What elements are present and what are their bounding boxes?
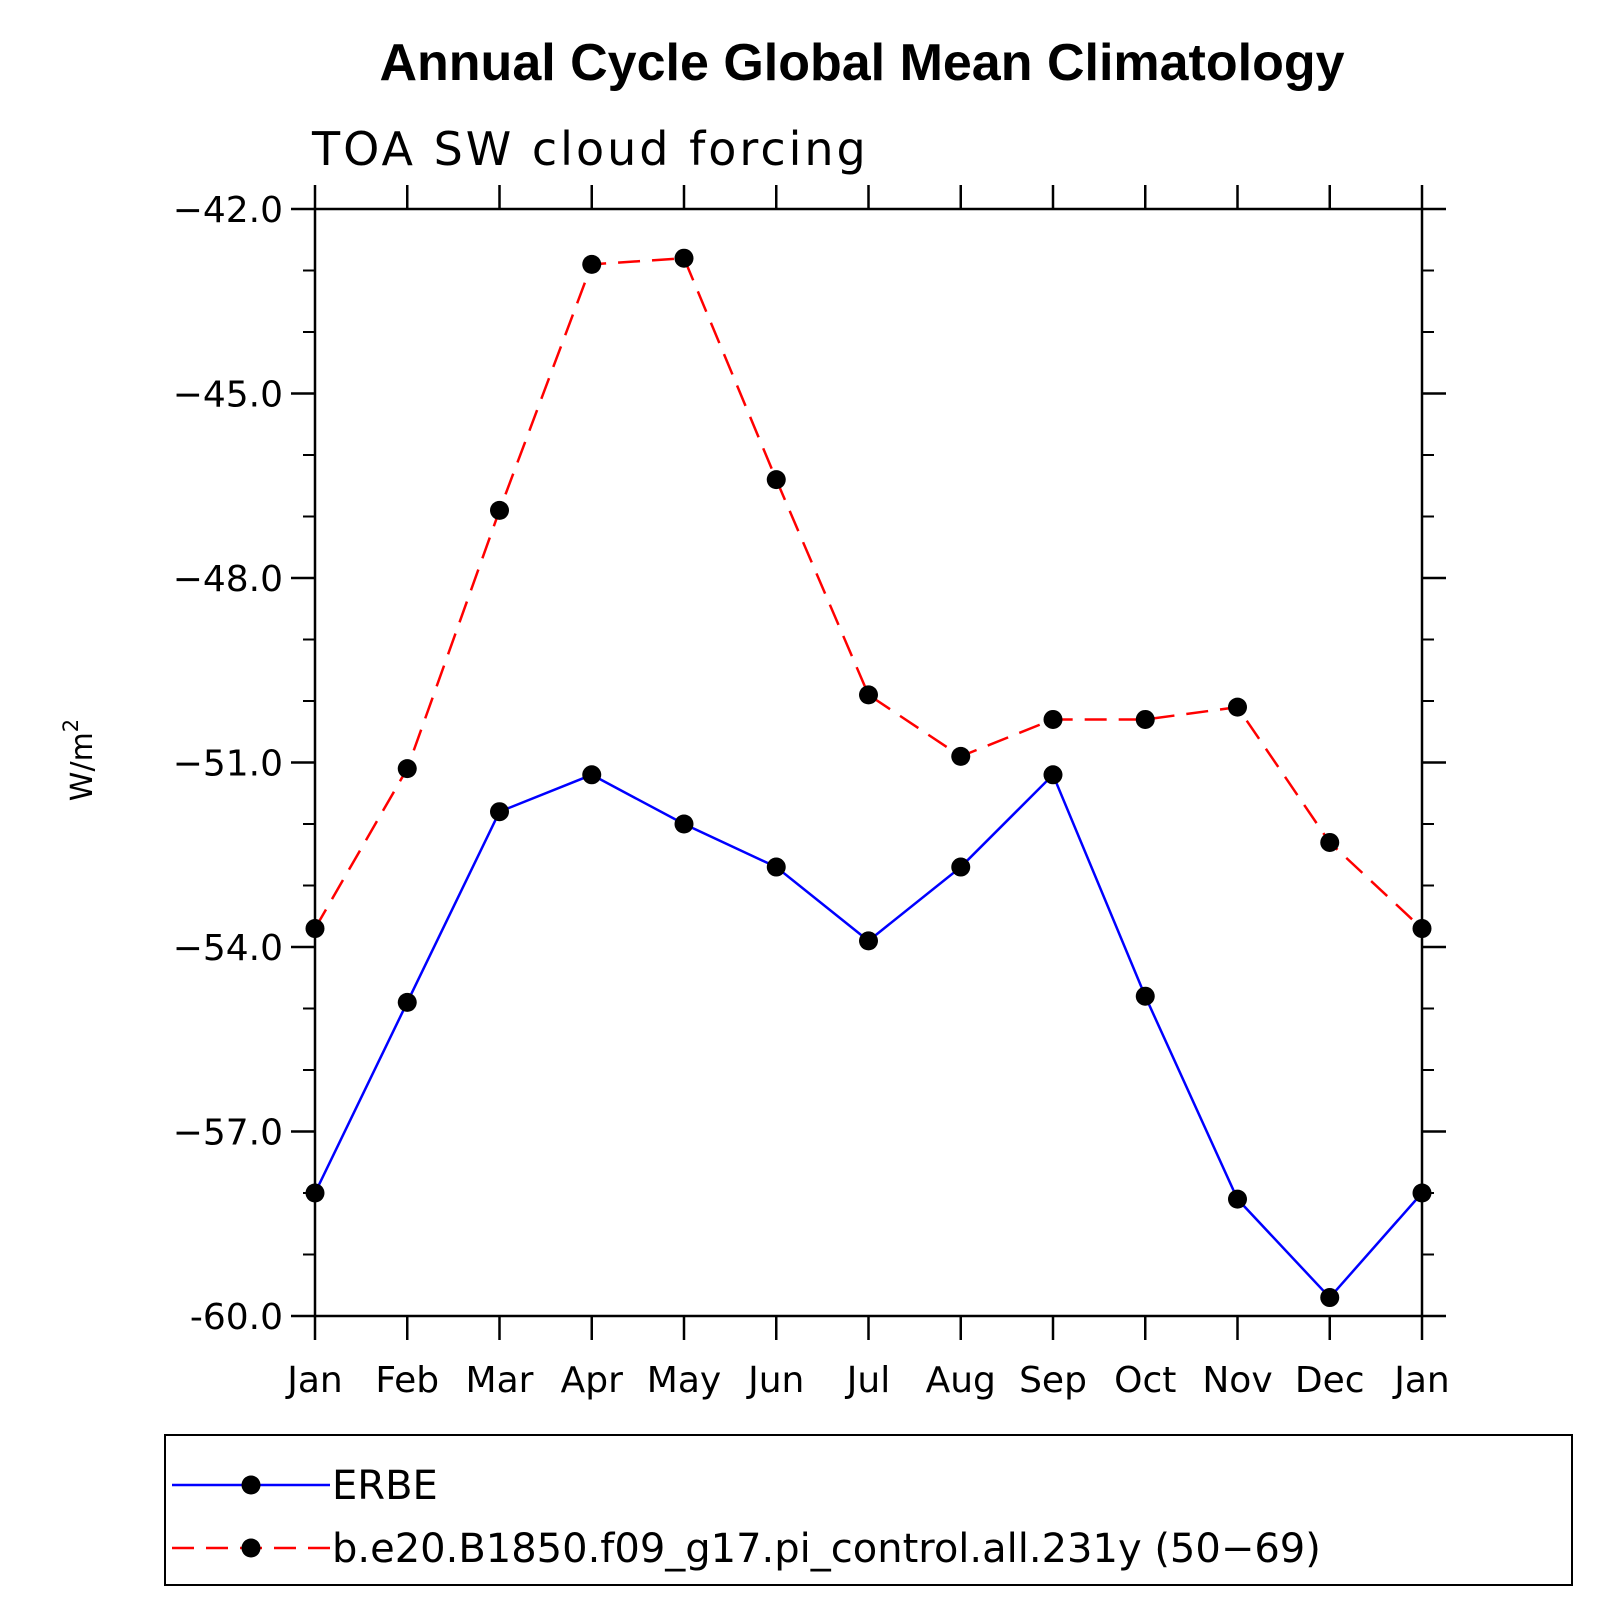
x-tick-label: Nov	[1202, 1360, 1272, 1401]
x-tick-label: Dec	[1295, 1360, 1365, 1401]
series-line	[313, 772, 1423, 1300]
y-axis-label-superscript: 2	[59, 719, 83, 732]
series-1	[305, 765, 1432, 1308]
chart-subtitle: TOA SW cloud forcing	[311, 122, 869, 176]
x-tick-label: Jan	[285, 1360, 343, 1401]
y-tick-label: −42.0	[173, 190, 283, 231]
y-tick-label: −51.0	[173, 744, 283, 785]
data-point	[674, 248, 694, 268]
data-point	[766, 857, 786, 877]
x-tick-label: Sep	[1019, 1360, 1087, 1401]
x-tick-label: Aug	[926, 1360, 996, 1401]
data-point	[582, 765, 602, 785]
plot-frame	[313, 207, 1424, 1318]
data-point	[1135, 709, 1155, 729]
x-tick-label: Apr	[561, 1360, 623, 1401]
series-2	[305, 248, 1432, 939]
data-point	[490, 802, 509, 822]
y-axis-label-text: W/m	[65, 732, 100, 801]
data-point	[766, 470, 786, 490]
y-tick-label: −45.0	[173, 375, 283, 416]
y-tick-label: −48.0	[173, 559, 283, 600]
x-tick-label: Jun	[746, 1360, 804, 1401]
x-tick-label: Jan	[1392, 1360, 1450, 1401]
series-line	[313, 256, 1423, 930]
data-point	[397, 992, 417, 1012]
data-point	[1320, 1288, 1340, 1308]
legend-label-1: ERBE	[332, 1463, 438, 1509]
y-axis-label: W/m2	[59, 719, 100, 801]
y-tick-label: -60.0	[190, 1297, 283, 1338]
legend-marker-1	[241, 1475, 261, 1495]
x-tick-label: Oct	[1114, 1360, 1176, 1401]
legend-marker-2	[241, 1538, 261, 1558]
series-layer	[305, 248, 1432, 1308]
data-point	[1412, 919, 1432, 939]
data-point	[951, 746, 971, 766]
data-point	[951, 857, 971, 877]
data-point	[1320, 832, 1340, 852]
x-tick-label: Jul	[845, 1360, 890, 1401]
data-point	[1228, 1189, 1247, 1209]
legend: ERBE b.e20.B1850.f09_g17.pi_control.all.2…	[164, 1434, 1573, 1586]
data-point	[1043, 765, 1063, 785]
data-point	[582, 254, 602, 274]
x-tick-label: Feb	[375, 1360, 439, 1401]
x-tick-label: May	[647, 1360, 721, 1401]
y-tick-label: −54.0	[173, 928, 283, 969]
data-point	[1135, 986, 1155, 1006]
data-point	[490, 500, 509, 520]
data-point	[305, 1183, 325, 1203]
x-tick-label: Mar	[466, 1360, 534, 1401]
data-point	[1043, 709, 1063, 729]
data-point	[1412, 1183, 1432, 1203]
data-point	[859, 685, 878, 705]
y-tick-label: −57.0	[173, 1113, 283, 1154]
data-point	[305, 919, 325, 939]
data-point	[397, 759, 417, 779]
data-point	[859, 931, 878, 951]
chart-title: Annual Cycle Global Mean Climatology	[379, 34, 1344, 92]
data-point	[674, 814, 694, 834]
legend-box	[164, 1434, 1573, 1586]
legend-label-2: b.e20.B1850.f09_g17.pi_control.all.231y …	[332, 1526, 1321, 1572]
data-point	[1228, 697, 1247, 717]
